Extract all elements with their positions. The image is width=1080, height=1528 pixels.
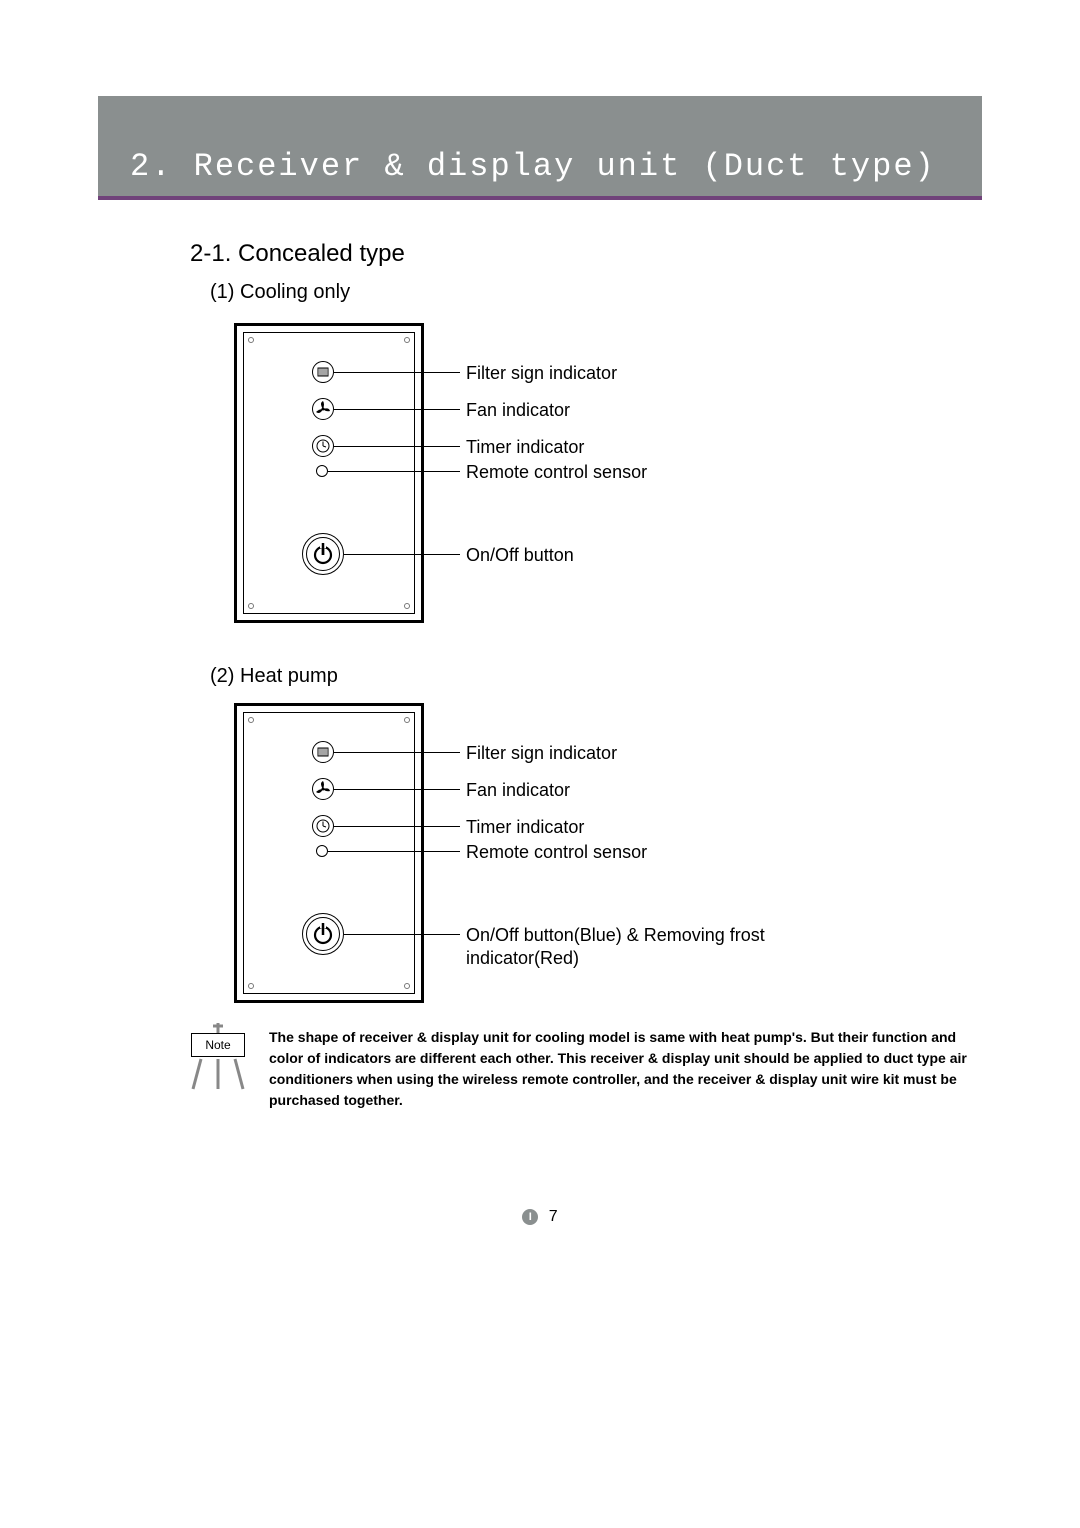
subsection-heading: 2-1. Concealed type bbox=[190, 240, 405, 268]
display-panel-heatpump bbox=[234, 703, 424, 1003]
callout-line bbox=[334, 372, 460, 373]
screw-icon bbox=[248, 983, 254, 989]
display-panel-cooling bbox=[234, 323, 424, 623]
fan-label: Fan indicator bbox=[466, 779, 570, 802]
variant-heading-cooling: (1) Cooling only bbox=[210, 281, 350, 304]
filter-indicator-icon bbox=[312, 361, 334, 383]
fan-indicator-icon bbox=[312, 398, 334, 420]
callout-line bbox=[328, 471, 460, 472]
filter-label: Filter sign indicator bbox=[466, 742, 617, 765]
note-badge: Note bbox=[191, 1033, 245, 1057]
callout-line bbox=[334, 409, 460, 410]
screw-icon bbox=[404, 337, 410, 343]
callout-line bbox=[344, 554, 460, 555]
fan-indicator-icon bbox=[312, 778, 334, 800]
page-number: I 7 bbox=[0, 1208, 1080, 1226]
timer-indicator-icon bbox=[312, 435, 334, 457]
power-label: On/Off button bbox=[466, 544, 574, 567]
variant-heading-heatpump: (2) Heat pump bbox=[210, 665, 338, 688]
screw-icon bbox=[248, 717, 254, 723]
filter-indicator-icon bbox=[312, 741, 334, 763]
filter-label: Filter sign indicator bbox=[466, 362, 617, 385]
screw-icon bbox=[404, 983, 410, 989]
callout-line bbox=[334, 446, 460, 447]
screw-icon bbox=[404, 603, 410, 609]
screw-icon bbox=[248, 337, 254, 343]
chapter-bullet: I bbox=[522, 1209, 538, 1225]
timer-label: Timer indicator bbox=[466, 436, 584, 459]
note-easel-icon: Note bbox=[191, 1023, 251, 1093]
callout-line bbox=[334, 789, 460, 790]
section-banner-title: 2. Receiver & display unit (Duct type) bbox=[130, 148, 936, 185]
screw-icon bbox=[248, 603, 254, 609]
manual-page: 2. Receiver & display unit (Duct type) 2… bbox=[0, 0, 1080, 1528]
page-number-value: 7 bbox=[549, 1208, 558, 1226]
callout-line bbox=[334, 826, 460, 827]
callout-line bbox=[344, 934, 460, 935]
power-button-icon bbox=[302, 533, 344, 575]
callout-line bbox=[328, 851, 460, 852]
note-body-text: The shape of receiver & display unit for… bbox=[269, 1027, 979, 1111]
section-banner-underline bbox=[98, 196, 982, 200]
sensor-label: Remote control sensor bbox=[466, 461, 647, 484]
fan-label: Fan indicator bbox=[466, 399, 570, 422]
timer-label: Timer indicator bbox=[466, 816, 584, 839]
remote-sensor-icon bbox=[316, 845, 328, 857]
callout-line bbox=[334, 752, 460, 753]
sensor-label: Remote control sensor bbox=[466, 841, 647, 864]
power-button-icon bbox=[302, 913, 344, 955]
remote-sensor-icon bbox=[316, 465, 328, 477]
timer-indicator-icon bbox=[312, 815, 334, 837]
screw-icon bbox=[404, 717, 410, 723]
power-label: On/Off button(Blue) & Removing frost ind… bbox=[466, 924, 826, 971]
